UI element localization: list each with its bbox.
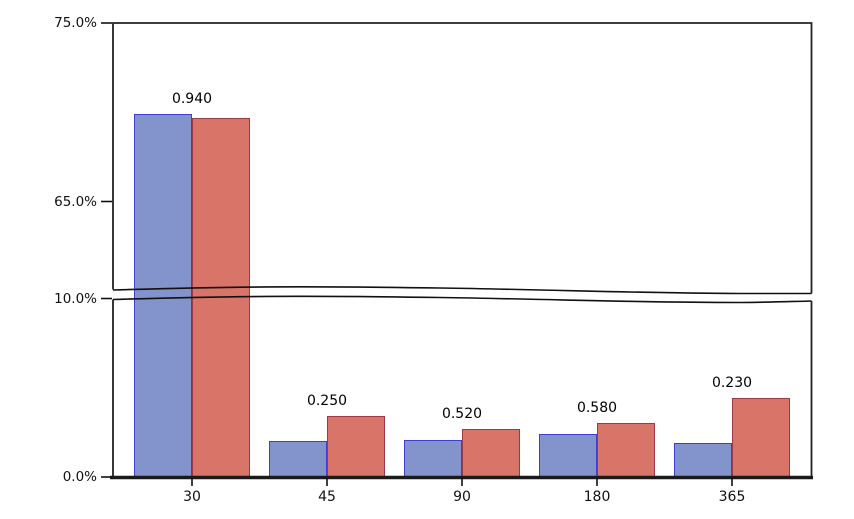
x-axis-tick-label-45: 45 bbox=[318, 489, 336, 505]
bar-blue-45 bbox=[269, 441, 327, 477]
bar-blue-180 bbox=[539, 434, 597, 477]
bar-red-30 bbox=[192, 117, 250, 477]
value-label-30: 0.940 bbox=[171, 91, 213, 108]
bar-red-180 bbox=[597, 423, 655, 477]
value-label-45: 0.250 bbox=[306, 393, 348, 410]
x-axis-tick-label-365: 365 bbox=[718, 489, 746, 505]
value-label-90: 0.520 bbox=[441, 405, 483, 422]
bar-red-365 bbox=[732, 398, 790, 477]
x-axis-tick-label-30: 30 bbox=[183, 489, 201, 505]
x-axis-tick-label-180: 180 bbox=[583, 489, 611, 505]
bar-blue-365 bbox=[674, 443, 732, 477]
bar-red-45 bbox=[327, 416, 385, 477]
y-axis-tick-label-0: 0.0% bbox=[62, 469, 97, 485]
y-axis-tick-label-10: 10.0% bbox=[54, 290, 97, 307]
bar-red-90 bbox=[462, 428, 520, 477]
y-axis-tick-label-65: 65.0% bbox=[54, 193, 97, 210]
value-label-180: 0.580 bbox=[576, 400, 618, 417]
bar-blue-90 bbox=[404, 439, 462, 477]
bar-blue-30 bbox=[134, 114, 192, 477]
x-axis-tick-label-90: 90 bbox=[453, 489, 471, 505]
value-label-365: 0.230 bbox=[711, 375, 753, 392]
y-axis-tick-label-75: 75.0% bbox=[54, 15, 97, 31]
